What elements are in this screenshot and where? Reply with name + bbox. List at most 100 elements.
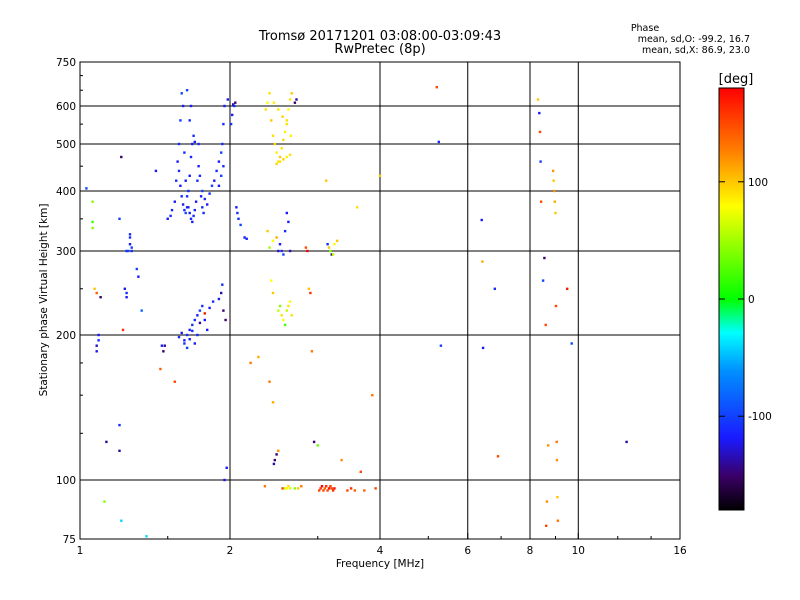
scatter-point — [229, 122, 233, 126]
scatter-point — [331, 253, 335, 256]
scatter-point — [170, 208, 174, 212]
scatter-point — [287, 485, 290, 488]
scatter-point — [330, 487, 333, 490]
x-tick-label: 16 — [673, 545, 687, 557]
scatter-point — [217, 184, 221, 187]
scatter-point — [288, 249, 292, 253]
y-tick-label: 300 — [56, 246, 76, 258]
scatter-point — [140, 309, 143, 312]
scatter-point — [95, 344, 98, 347]
scatter-point — [185, 346, 189, 350]
scatter-point — [552, 179, 555, 182]
scatter-point — [285, 487, 288, 490]
scatter-point — [95, 291, 98, 295]
scatter-point — [293, 101, 297, 104]
scatter-point — [128, 236, 132, 239]
scatter-point — [325, 179, 328, 182]
scatter-point — [496, 455, 500, 458]
scatter-point — [289, 134, 293, 137]
scatter-point — [135, 267, 138, 271]
scatter-point — [273, 458, 276, 462]
colorbar-tick-label: 0 — [748, 294, 755, 306]
plot-title-block: Tromsø 20171201 03:08:00-03:09:43 RwPret… — [258, 29, 501, 57]
scatter-point — [217, 297, 221, 301]
scatter-point — [203, 312, 206, 315]
scatter-point — [346, 489, 349, 492]
scatter-point — [202, 211, 205, 215]
scatter-point — [538, 111, 541, 115]
scatter-point — [235, 206, 238, 209]
scatter-point — [180, 195, 183, 198]
scatter-point — [201, 189, 204, 193]
y-tick-label: 400 — [56, 186, 76, 198]
scatter-point — [249, 361, 252, 365]
scatter-point — [125, 296, 128, 299]
scatter-point — [282, 158, 285, 161]
scatter-point — [287, 220, 290, 224]
scatter-point — [177, 335, 181, 339]
scatter-point — [173, 200, 176, 203]
scatter-point — [288, 300, 292, 303]
scatter-point — [196, 179, 199, 182]
scatter-point — [335, 239, 339, 242]
scatter-points — [85, 86, 628, 538]
scatter-point — [184, 211, 187, 215]
scatter-point — [187, 206, 190, 209]
scatter-point — [285, 155, 288, 159]
scatter-point — [99, 296, 102, 299]
scatter-point — [278, 304, 282, 308]
scatter-point — [325, 485, 328, 488]
scatter-point — [570, 342, 573, 345]
scatter-point — [277, 309, 280, 312]
scatter-point — [285, 309, 288, 312]
scatter-point — [91, 226, 94, 230]
scatter-point — [270, 279, 273, 282]
scatter-point — [183, 342, 186, 345]
scatter-point — [264, 108, 267, 111]
scatter-point — [222, 122, 225, 126]
scatter-point — [130, 246, 133, 249]
scatter-point — [331, 489, 335, 492]
grid-lines — [80, 62, 680, 539]
scatter-point — [353, 489, 356, 492]
colorbar-tick-label: -100 — [748, 411, 772, 423]
scatter-point — [555, 440, 558, 444]
scatter-point — [541, 279, 545, 282]
scatter-point — [130, 249, 133, 253]
scatter-point — [191, 220, 194, 224]
scatter-point — [196, 314, 199, 317]
scatter-point — [185, 195, 189, 198]
scatter-point — [210, 184, 214, 187]
scatter-point — [538, 130, 542, 134]
scatter-point — [333, 243, 336, 246]
scatter-point — [188, 211, 191, 215]
scatter-point — [137, 275, 140, 278]
scatter-point — [283, 229, 287, 233]
scatter-point — [97, 333, 100, 337]
scatter-point — [554, 211, 557, 215]
scatter-point — [378, 174, 382, 177]
scatter-point — [123, 287, 126, 290]
scatter-point — [166, 217, 169, 220]
stats-title: Phase — [631, 23, 660, 34]
y-tick-label: 75 — [63, 534, 76, 546]
scatter-point — [222, 165, 225, 168]
scatter-point — [439, 344, 443, 347]
chart-title: Tromsø 20171201 03:08:00-03:09:43 — [258, 29, 501, 44]
colorbar-ticks: 100 0 -100 — [719, 177, 772, 423]
colorbar: [deg] 100 0 -100 — [718, 72, 772, 511]
scatter-point — [93, 287, 96, 290]
scatter-point — [493, 287, 496, 290]
scatter-point — [194, 200, 198, 203]
scatter-point — [275, 236, 278, 239]
scatter-point — [197, 142, 200, 146]
scatter-point — [544, 323, 547, 327]
scatter-point — [280, 147, 283, 150]
scatter-point — [272, 101, 276, 104]
scatter-point — [192, 134, 195, 137]
scatter-point — [201, 304, 204, 308]
scatter-point — [193, 208, 196, 212]
scatter-point — [290, 314, 293, 317]
scatter-point — [243, 236, 246, 239]
scatter-point — [300, 485, 303, 488]
